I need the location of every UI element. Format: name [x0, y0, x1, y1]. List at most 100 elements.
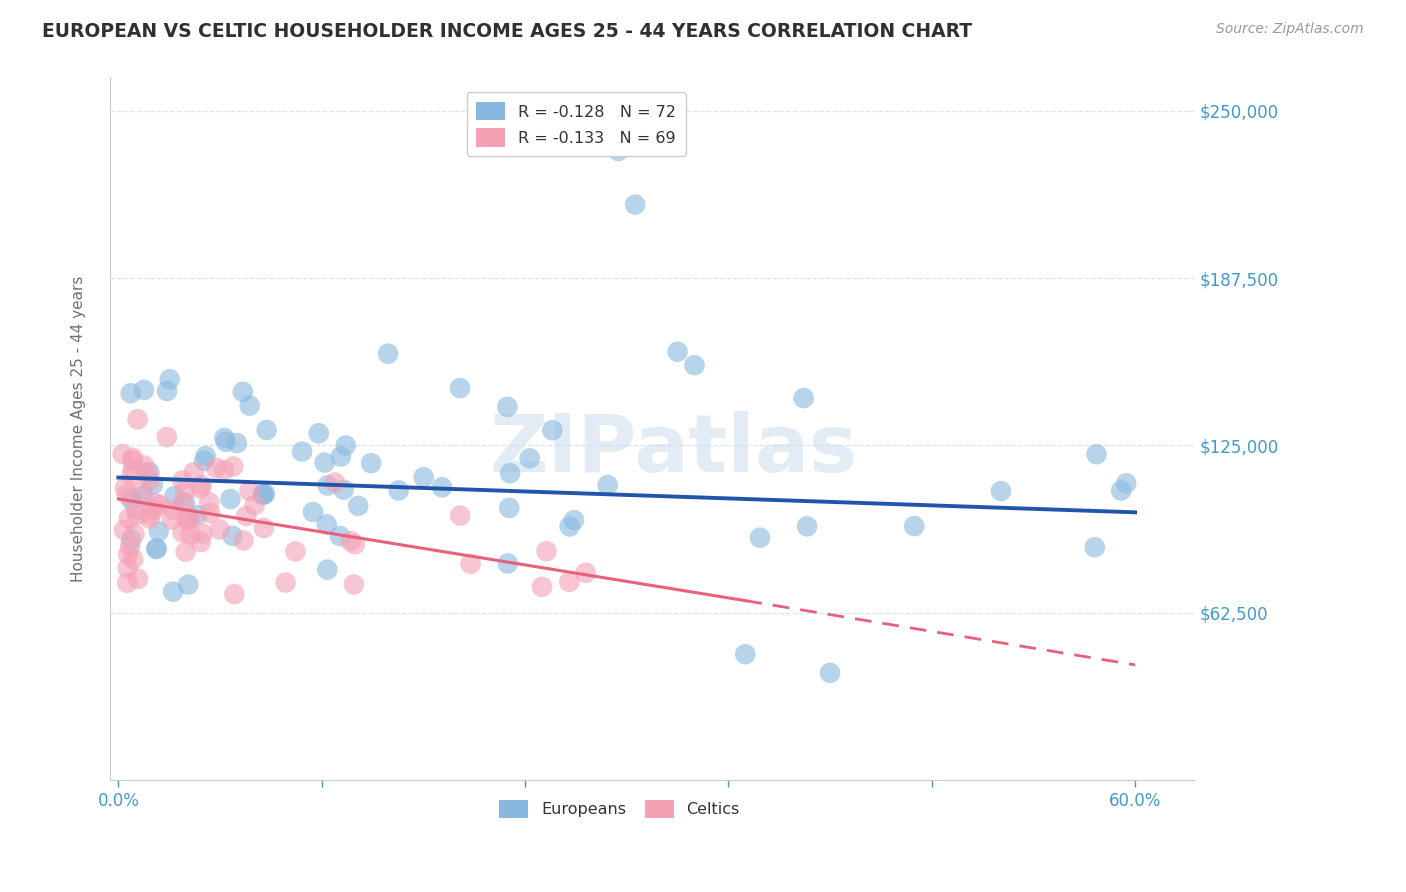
Point [194, 449, 217, 463]
Point [329, 450, 352, 464]
Point [253, 487, 276, 501]
Point [308, 426, 330, 441]
Point [143, 496, 166, 510]
Text: EUROPEAN VS CELTIC HOUSEHOLDER INCOME AGES 25 - 44 YEARS CORRELATION CHART: EUROPEAN VS CELTIC HOUSEHOLDER INCOME AG… [42, 22, 973, 41]
Point [115, 487, 138, 501]
Point [191, 526, 214, 541]
Point [160, 513, 183, 527]
Point [177, 512, 200, 526]
Point [138, 465, 160, 479]
Point [138, 508, 160, 522]
Point [120, 386, 142, 401]
Point [117, 548, 139, 562]
Point [121, 453, 143, 467]
Point [449, 508, 471, 523]
Point [190, 535, 212, 549]
Point [136, 465, 159, 479]
Point [134, 458, 156, 473]
Point [377, 347, 399, 361]
Point [159, 372, 181, 386]
Point [291, 444, 314, 458]
Point [329, 529, 352, 543]
Point [125, 508, 148, 522]
Point [256, 423, 278, 437]
Point [122, 552, 145, 566]
Point [122, 462, 145, 476]
Point [388, 483, 411, 498]
Point [284, 544, 307, 558]
Point [903, 519, 925, 533]
Point [430, 480, 453, 494]
Point [174, 544, 197, 558]
Point [1084, 541, 1107, 555]
Point [793, 391, 815, 405]
Point [132, 383, 155, 397]
Point [624, 197, 647, 211]
Point [339, 534, 361, 549]
Point [1085, 447, 1108, 461]
Point [148, 524, 170, 539]
Point [114, 481, 136, 495]
Point [117, 575, 139, 590]
Point [145, 542, 167, 557]
Point [193, 454, 215, 468]
Point [274, 575, 297, 590]
Point [149, 498, 172, 512]
Point [239, 399, 262, 413]
Point [172, 474, 194, 488]
Point [252, 488, 274, 502]
Point [186, 508, 208, 522]
Point [343, 577, 366, 591]
Point [1115, 476, 1137, 491]
Point [666, 344, 689, 359]
Point [179, 527, 201, 541]
Point [117, 561, 139, 575]
Point [143, 503, 166, 517]
Point [120, 468, 142, 483]
Point [174, 483, 197, 498]
Point [145, 541, 167, 556]
Point [243, 498, 266, 512]
Point [221, 529, 243, 543]
Point [749, 531, 772, 545]
Point [232, 384, 254, 399]
Point [558, 519, 581, 533]
Point [156, 430, 179, 444]
Point [683, 358, 706, 372]
Point [179, 511, 201, 525]
Point [498, 500, 520, 515]
Point [120, 492, 142, 507]
Point [536, 544, 558, 558]
Point [607, 144, 630, 158]
Point [315, 517, 337, 532]
Point [139, 473, 162, 487]
Point [131, 484, 153, 499]
Point [360, 456, 382, 470]
Point [562, 513, 585, 527]
Point [796, 519, 818, 533]
Point [198, 495, 221, 509]
Point [224, 587, 246, 601]
Point [232, 533, 254, 548]
Point [120, 540, 142, 554]
Point [162, 584, 184, 599]
Point [530, 580, 553, 594]
Point [142, 477, 165, 491]
Point [316, 478, 339, 492]
Legend: Europeans, Celtics: Europeans, Celtics [494, 793, 747, 825]
Point [163, 503, 186, 517]
Point [818, 665, 841, 680]
Point [120, 533, 142, 547]
Point [558, 574, 581, 589]
Point [496, 557, 519, 571]
Point [177, 577, 200, 591]
Point [460, 557, 482, 571]
Point [314, 456, 336, 470]
Point [496, 400, 519, 414]
Point [252, 487, 274, 501]
Y-axis label: Householder Income Ages 25 - 44 years: Householder Income Ages 25 - 44 years [72, 276, 86, 582]
Point [121, 450, 143, 465]
Point [302, 505, 325, 519]
Point [212, 463, 235, 477]
Point [188, 482, 211, 496]
